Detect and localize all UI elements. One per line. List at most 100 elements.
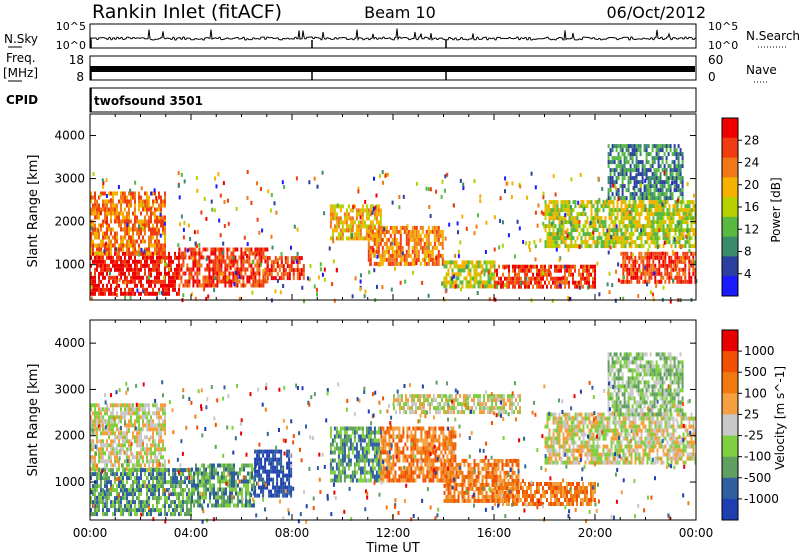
echo-cell: [104, 512, 106, 517]
echo-cell: [610, 228, 613, 233]
echo-cell: [214, 263, 217, 268]
echo-cell: [694, 275, 697, 280]
echo-cell: [415, 241, 418, 246]
echo-cell: [108, 199, 110, 204]
echo-cell: [148, 407, 150, 412]
echo-cell: [158, 203, 160, 208]
echo-cell: [391, 253, 394, 258]
echo-cell: [600, 244, 603, 249]
echo-cell: [112, 195, 114, 200]
echo-cell: [116, 415, 118, 420]
echo-cell: [104, 207, 106, 212]
echo-cell: [140, 219, 142, 224]
echo-cell: [636, 220, 639, 225]
echo-cell: [654, 228, 657, 233]
echo-cell: [172, 271, 174, 276]
echo-cell: [136, 219, 138, 224]
echo-cell: [174, 251, 176, 256]
echo-cell: [222, 250, 224, 255]
echo-cell: [158, 191, 160, 196]
echo-cell: [140, 500, 142, 505]
echo-cell: [130, 411, 132, 416]
echo-cell: [642, 224, 645, 229]
echo-cell: [655, 188, 658, 193]
echo-cell: [411, 229, 414, 234]
echo-cell: [246, 170, 249, 174]
echo-cell: [491, 272, 494, 277]
echo-cell: [156, 508, 158, 513]
echo-cell: [315, 287, 318, 292]
echo-cell: [558, 216, 561, 221]
echo-cell: [126, 215, 128, 220]
echo-cell: [92, 431, 94, 436]
echo-cell: [96, 512, 98, 517]
echo-cell: [138, 271, 140, 276]
echo-cell: [677, 184, 680, 189]
echo-cell: [140, 415, 142, 420]
echo-cell: [152, 223, 154, 228]
echo-cell: [193, 475, 195, 480]
echo-cell: [677, 188, 680, 193]
echo-cell: [162, 227, 164, 232]
echo-cell: [633, 180, 636, 185]
echo-cell: [640, 275, 643, 280]
echo-cell: [108, 468, 110, 473]
echo-cell: [617, 144, 620, 149]
echo-cell: [104, 231, 106, 236]
echo-cell: [638, 204, 641, 209]
echo-cell: [670, 216, 673, 221]
echo-cell: [654, 232, 657, 237]
echo-cell: [283, 185, 286, 189]
echo-cell: [616, 200, 619, 205]
echo-cell: [566, 220, 569, 225]
echo-cell: [165, 262, 168, 267]
echo-cell: [576, 228, 579, 233]
echo-cell: [160, 403, 162, 408]
echo-cell: [674, 244, 677, 249]
echo-cell: [276, 272, 279, 277]
echo-cell: [656, 208, 659, 213]
echo-cell: [252, 283, 255, 288]
echo-cell: [657, 176, 660, 181]
echo-cell: [690, 216, 693, 221]
echo-cell: [694, 251, 697, 256]
echo-cell: [172, 279, 174, 284]
echo-cell: [266, 279, 269, 284]
echo-cell: [588, 276, 590, 281]
echo-cell: [158, 484, 160, 489]
echo-cell: [94, 223, 96, 228]
echo-cell: [639, 269, 642, 274]
echo-cell: [90, 226, 93, 231]
echo-cell: [357, 186, 360, 191]
echo-cell: [168, 251, 170, 256]
echo-cell: [162, 463, 164, 468]
echo-cell: [154, 259, 156, 264]
echo-cell: [600, 204, 603, 209]
echo-cell: [473, 231, 476, 236]
echo-cell: [343, 216, 346, 221]
echo-cell: [246, 195, 249, 200]
echo-cell: [641, 164, 644, 169]
echo-cell: [570, 264, 572, 269]
echo-cell: [658, 200, 661, 205]
echo-cell: [631, 148, 634, 153]
echo-cell: [140, 439, 142, 444]
echo-cell: [524, 284, 526, 289]
echo-cell: [162, 492, 164, 497]
echo-cell: [112, 415, 114, 420]
echo-cell: [309, 264, 312, 269]
echo-cell: [613, 184, 616, 189]
echo-cell: [164, 247, 166, 252]
echo-cell: [526, 272, 528, 277]
echo-cell: [208, 279, 211, 284]
echo-cell: [658, 267, 661, 272]
echo-cell: [216, 279, 219, 284]
echo-cell: [170, 500, 172, 505]
echo-cell: [626, 267, 629, 272]
echo-cell: [626, 255, 629, 260]
echo-cell: [578, 268, 580, 273]
echo-cell: [138, 267, 140, 272]
echo-cell: [671, 172, 674, 177]
echo-cell: [140, 195, 142, 200]
echo-cell: [130, 251, 132, 256]
